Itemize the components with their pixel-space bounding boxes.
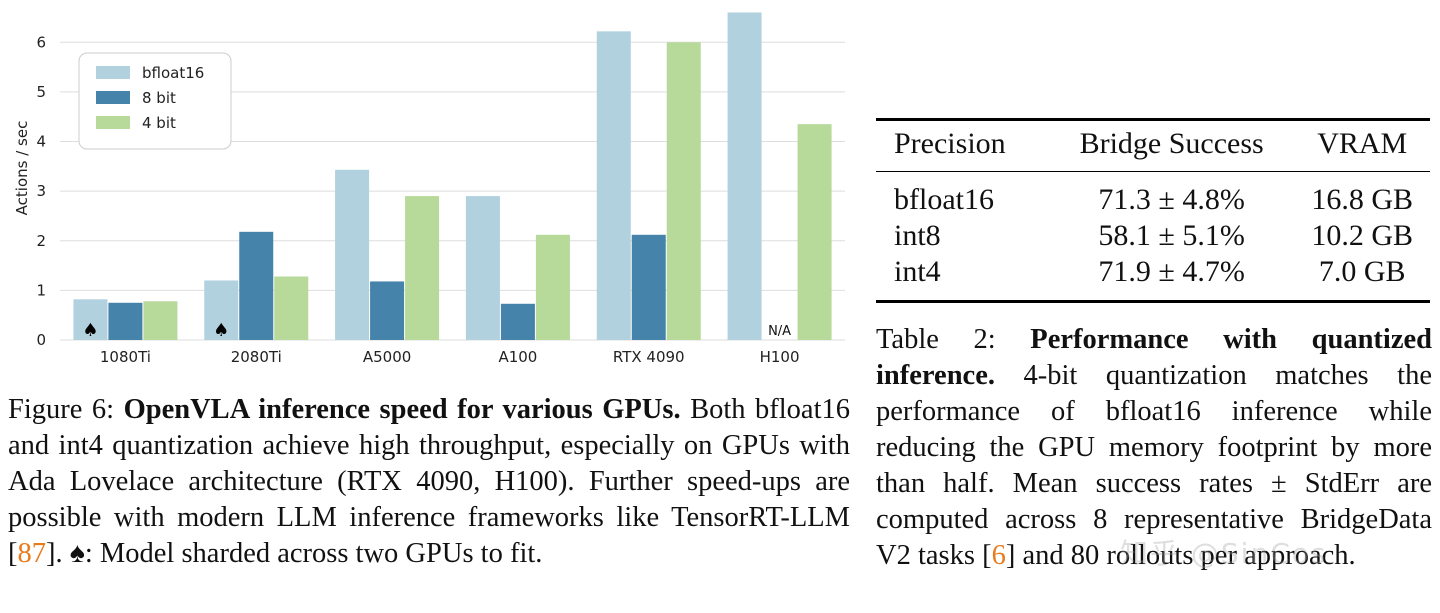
legend-label: 8 bit xyxy=(142,89,176,107)
cell-precision: bfloat16 xyxy=(894,183,994,216)
figure-caption-title: OpenVLA inference speed for various GPUs… xyxy=(123,394,681,425)
cell-success: 71.3 ± 4.8% xyxy=(1098,183,1245,216)
y-tick-label: 1 xyxy=(36,281,46,299)
citation-link[interactable]: 6 xyxy=(991,540,1006,571)
legend-label: bfloat16 xyxy=(142,64,204,82)
cell-vram: 16.8 GB xyxy=(1311,183,1414,216)
cell-vram: 7.0 GB xyxy=(1294,254,1430,303)
figure-caption-text-end: ]. ♠: Model sharded across two GPUs to f… xyxy=(46,538,543,569)
cell-precision: int8 xyxy=(894,219,941,252)
y-tick-label: 6 xyxy=(36,33,46,51)
table-caption: Table 2: Performance with quantized infe… xyxy=(876,322,1432,574)
bar-bfloat16-H100 xyxy=(727,12,762,341)
table-label: Table 2: xyxy=(876,324,1031,355)
header-bridge-success: Bridge Success xyxy=(1048,119,1295,172)
x-tick-label: 2080Ti xyxy=(231,348,282,366)
watermark: 知乎 @SinCos xyxy=(1120,537,1328,570)
legend-swatch xyxy=(96,116,130,129)
table-row: int8 58.1 ± 5.1% 10.2 GB xyxy=(876,218,1430,254)
y-axis-label: Actions / sec xyxy=(13,121,31,216)
na-label: N/A xyxy=(768,324,791,339)
y-tick-label: 2 xyxy=(36,232,46,250)
header-precision: Precision xyxy=(876,119,1049,172)
sharded-marker: ♠ xyxy=(213,320,229,341)
bar-bfloat16-1080Ti xyxy=(73,299,108,340)
legend-label: 4 bit xyxy=(142,114,176,132)
table-caption-text: 4-bit quantization matches the performan… xyxy=(876,360,1432,571)
bar-bfloat16-2080Ti xyxy=(204,280,239,340)
table-header-row: Precision Bridge Success VRAM xyxy=(876,119,1430,172)
bar-4-bit-RTX-4090 xyxy=(666,42,701,340)
y-tick-label: 3 xyxy=(36,182,46,200)
cell-precision: int4 xyxy=(876,254,1049,303)
y-tick-label: 4 xyxy=(36,133,46,151)
bar-4-bit-A100 xyxy=(535,234,570,340)
x-tick-label: A100 xyxy=(498,348,537,366)
table-caption-text-end: ] and 80 rollouts per approach. xyxy=(1005,540,1356,571)
bar-4-bit-2080Ti xyxy=(274,276,309,340)
chart-ticks: 0 1 2 3 4 5 6 1080Ti 2080Ti A5000 A100 RTX 4090 H100 xyxy=(36,33,799,366)
x-tick-label: A5000 xyxy=(363,348,411,366)
table-caption-title: Performance with quantized inference. xyxy=(876,324,1432,391)
citation-link[interactable]: 87 xyxy=(17,538,47,569)
bar-8-bit-A5000 xyxy=(370,281,405,340)
x-tick-label: 1080Ti xyxy=(100,348,151,366)
bar-bfloat16-RTX-4090 xyxy=(596,31,631,340)
chart-bars: ♠ ♠ N/A xyxy=(73,12,832,341)
y-tick-label: 0 xyxy=(36,331,46,349)
header-vram: VRAM xyxy=(1294,119,1430,172)
legend-swatch xyxy=(96,91,130,104)
bar-4-bit-H100 xyxy=(797,124,832,340)
figure-label: Figure 6: xyxy=(8,394,124,425)
bar-8-bit-1080Ti xyxy=(108,302,143,340)
cell-vram: 10.2 GB xyxy=(1311,219,1414,252)
figure-caption-text: Both bfloat16 and int4 quantization achi… xyxy=(8,394,850,569)
table-row: bfloat16 71.3 ± 4.8% 16.8 GB xyxy=(876,172,1430,219)
inference-speed-chart: ♠ ♠ N/A 0 1 2 3 4 5 6 1080Ti 2080Ti A5000 A100 RTX 40… xyxy=(13,12,845,366)
bar-8-bit-A100 xyxy=(500,303,535,340)
cell-success: 71.9 ± 4.7% xyxy=(1048,254,1295,303)
figure-caption: Figure 6: OpenVLA inference speed for va… xyxy=(8,392,850,572)
bar-8-bit-RTX-4090 xyxy=(631,234,666,340)
quantization-results-table: Precision Bridge Success VRAM bfloat16 7… xyxy=(876,118,1430,303)
bar-bfloat16-A100 xyxy=(465,196,500,340)
legend-swatch xyxy=(96,66,130,79)
bar-4-bit-A5000 xyxy=(405,196,440,340)
bar-4-bit-1080Ti xyxy=(143,301,178,340)
cell-success: 58.1 ± 5.1% xyxy=(1098,219,1245,252)
bar-bfloat16-A5000 xyxy=(335,169,370,340)
sharded-marker: ♠ xyxy=(82,320,98,341)
y-tick-label: 5 xyxy=(36,83,46,101)
bar-8-bit-2080Ti xyxy=(239,231,274,340)
x-tick-label: H100 xyxy=(760,348,800,366)
chart-legend: bfloat16 8 bit 4 bit xyxy=(78,52,232,150)
table-row: int4 71.9 ± 4.7% 7.0 GB xyxy=(876,254,1430,303)
x-tick-label: RTX 4090 xyxy=(613,348,685,366)
